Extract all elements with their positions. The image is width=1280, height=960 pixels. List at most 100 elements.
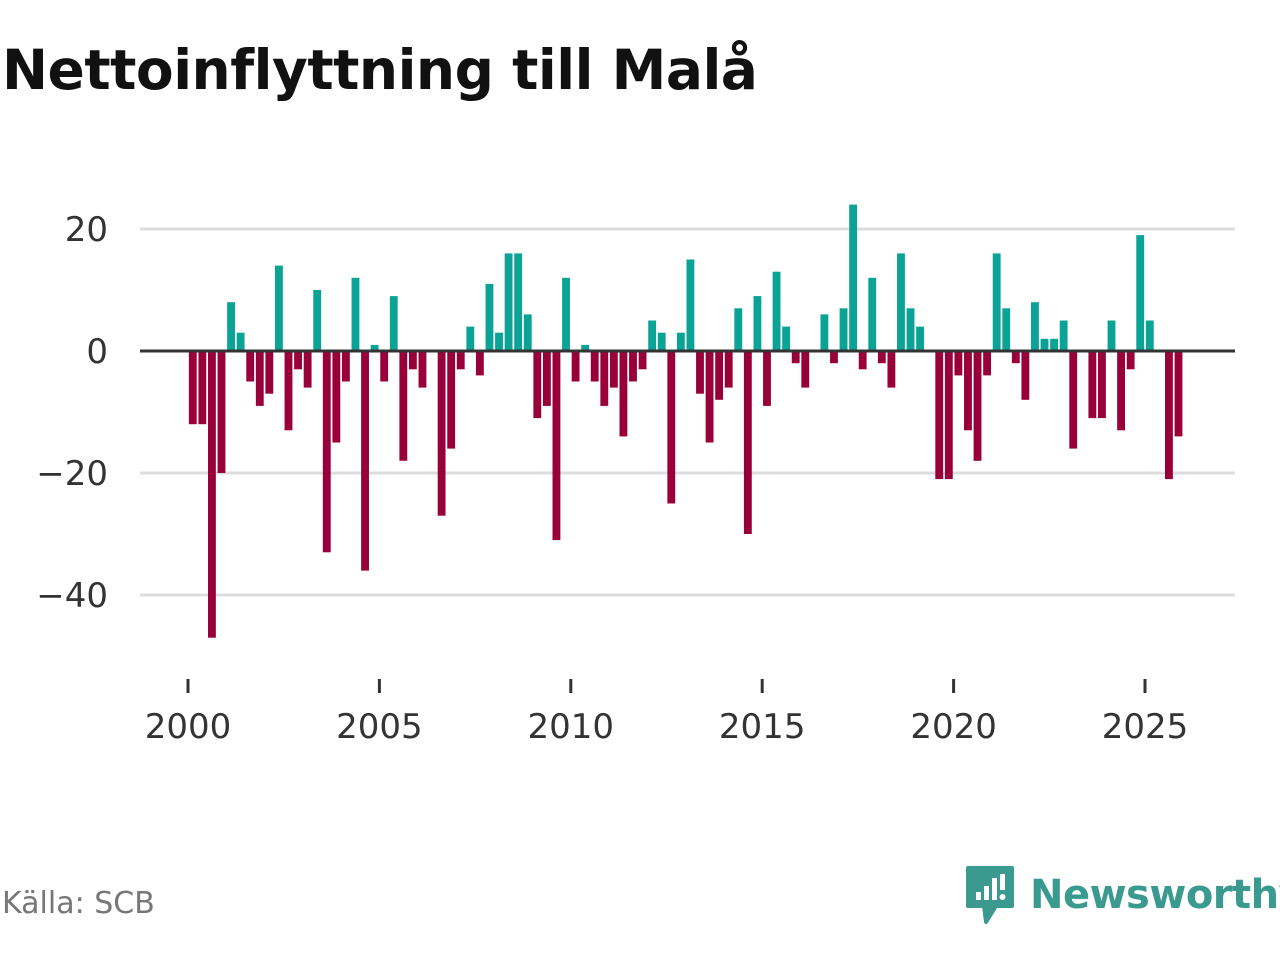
x-tick-label: 2010: [528, 707, 615, 747]
bar: [418, 351, 427, 388]
brand-name: Newsworthy: [1030, 872, 1280, 918]
bar: [284, 351, 293, 431]
bar: [1059, 320, 1068, 351]
bar: [1117, 351, 1125, 431]
bar: [265, 351, 274, 394]
bar: [619, 351, 628, 437]
bar: [868, 277, 877, 351]
x-tick-label: 2025: [1102, 707, 1189, 747]
bar: [1126, 351, 1135, 370]
bar: [514, 253, 523, 351]
bar: [447, 351, 456, 449]
x-tick-label: 2020: [910, 707, 997, 747]
bar: [1136, 235, 1145, 351]
bar: [399, 351, 408, 461]
bar: [849, 204, 858, 351]
bar: [208, 351, 216, 638]
bar: [772, 271, 781, 351]
bar: [236, 332, 245, 351]
y-tick-label: −20: [36, 454, 108, 494]
bar: [456, 351, 465, 370]
bar: [753, 296, 762, 351]
bar: [648, 320, 657, 351]
bar: [495, 332, 503, 351]
x-axis: 2000 2005 2010 2015 2020 2025: [145, 679, 1189, 747]
bar: [1031, 302, 1039, 351]
bar: [533, 351, 542, 419]
bar: [466, 326, 475, 351]
bar: [523, 314, 532, 351]
bar: [389, 296, 398, 351]
bar: [629, 351, 637, 382]
bar: [542, 351, 551, 406]
bar: [1002, 308, 1011, 351]
bar: [782, 326, 791, 351]
bar: [1174, 351, 1183, 437]
bar: [820, 314, 829, 351]
bar: [992, 253, 1001, 351]
bar: [686, 259, 695, 351]
bar: [562, 277, 570, 351]
bar: [322, 351, 331, 553]
gridlines: [140, 227, 1235, 597]
bar: [877, 351, 886, 364]
bar: [935, 351, 944, 480]
bar: [724, 351, 733, 388]
bar: [801, 351, 810, 388]
y-axis: 20 0 −20 −40: [36, 210, 108, 616]
bar: [1011, 351, 1020, 364]
bar: [676, 332, 685, 351]
bar: [657, 332, 666, 351]
bar: [600, 351, 609, 406]
bar: [303, 351, 312, 388]
bar: [198, 351, 207, 425]
bar: [188, 351, 197, 425]
bar: [552, 351, 561, 541]
bar: [1165, 351, 1173, 480]
bar: [638, 351, 647, 370]
bar: [1021, 351, 1030, 400]
y-tick-label: −40: [36, 576, 108, 616]
bar: [791, 351, 800, 364]
bar: [504, 253, 513, 351]
bar: [370, 344, 379, 351]
bar: [734, 308, 743, 351]
bar: [1098, 351, 1106, 419]
source-label: Källa: SCB: [2, 886, 155, 921]
y-tick-label: 0: [86, 332, 108, 372]
bar: [839, 308, 848, 351]
bar: [485, 283, 494, 351]
bar: [475, 351, 484, 376]
bar: [715, 351, 724, 400]
bar: [763, 351, 771, 406]
brand-logo: Newsworthy: [964, 864, 1280, 926]
bar: [973, 351, 982, 461]
bar: [255, 351, 264, 406]
x-tick-label: 2000: [145, 707, 232, 747]
chart-title: Nettoinflyttning till Malå: [2, 38, 758, 102]
bar: [227, 302, 235, 351]
bar: [667, 351, 676, 504]
bar: [830, 351, 838, 364]
bar: [696, 351, 704, 394]
x-tick-label: 2015: [719, 707, 806, 747]
bar: [858, 351, 867, 370]
bar: [916, 326, 925, 351]
bar: [341, 351, 350, 382]
bar: [581, 344, 590, 351]
bar: [906, 308, 915, 351]
x-tick-label: 2005: [336, 707, 423, 747]
bar: [1107, 320, 1116, 351]
bar: [361, 351, 369, 571]
bar: [1088, 351, 1097, 419]
bar: [897, 253, 905, 351]
bar: [246, 351, 255, 382]
bar: [1050, 338, 1059, 351]
bar: [217, 351, 226, 473]
bar: [437, 351, 446, 516]
bar: [1040, 338, 1049, 351]
bar: [964, 351, 972, 431]
bar: [332, 351, 341, 443]
bar-chart: 20 0 −20 −40 2000 2005 2010 2015 2020 2025: [36, 204, 1235, 747]
newsworthy-icon: [966, 866, 1014, 924]
